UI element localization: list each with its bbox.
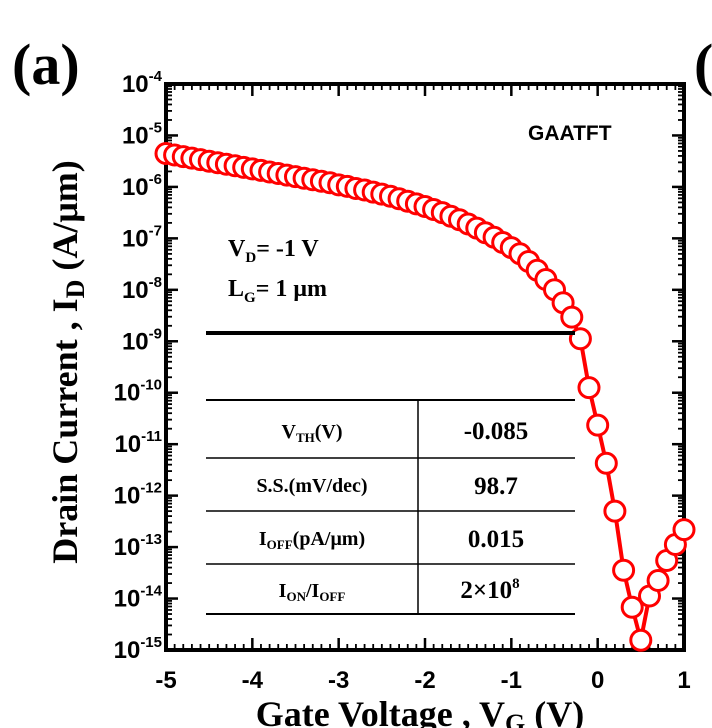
parameter-table: VTH(V) -0.085 S.S.(mV/dec) 98.7 IOFF(pA/…	[206, 331, 575, 615]
y-tick-label: 10-8	[122, 274, 162, 304]
data-point	[646, 569, 670, 592]
table-param-ss: S.S.(mV/dec)	[256, 475, 367, 497]
table-value-on-off: 2×108	[460, 576, 519, 604]
x-tick-label: -1	[501, 667, 522, 694]
x-tick-label: -5	[155, 667, 176, 694]
legend-mask	[296, 100, 556, 142]
x-tick-label: 0	[591, 667, 604, 694]
legend: GAATFT	[296, 100, 612, 145]
edge-fragment: (	[694, 32, 712, 97]
data-point	[612, 558, 636, 582]
y-tick-label: 10-10	[114, 377, 162, 407]
y-tick-label: 10-4	[122, 68, 163, 98]
lg-annotation: LG= 1 μm	[228, 276, 327, 306]
y-axis-title: Drain Current , ID (A/μm)	[45, 160, 90, 563]
x-axis-title: Gate Voltage , VG (V)	[256, 694, 585, 728]
x-tick-labels: -5 -4 -3 -2 -1 0 1	[155, 667, 690, 694]
y-tick-labels: 10-4 10-5 10-6 10-7 10-8 10-9 10-10 10-11 10-12 1…	[114, 68, 163, 664]
panel-label: (a)	[12, 32, 80, 97]
series-line	[165, 151, 686, 641]
y-tick-label: 10-14	[114, 583, 163, 613]
x-tick-label: -3	[328, 667, 349, 694]
y-tick-label: 10-12	[114, 480, 162, 510]
data-point	[672, 518, 696, 542]
x-tick-label: -2	[414, 667, 435, 694]
y-tick-label: 10-11	[114, 428, 162, 458]
data-points	[154, 142, 696, 652]
y-tick-label: 10-13	[114, 531, 162, 561]
data-point	[620, 595, 644, 619]
y-tick-label: 10-7	[122, 222, 162, 252]
y-tick-label: 10-6	[122, 171, 162, 201]
y-tick-label: 10-15	[114, 634, 162, 664]
data-point	[629, 628, 653, 652]
data-point	[603, 499, 627, 523]
y-tick-label: 10-9	[122, 325, 162, 355]
table-param-ioff: IOFF(pA/μm)	[259, 528, 365, 552]
data-point	[560, 305, 584, 329]
legend-label: GAATFT	[528, 122, 612, 145]
table-value-ioff: 0.015	[468, 526, 524, 553]
data-point	[568, 327, 592, 351]
conditions-annotation: VD= -1 V LG= 1 μm	[228, 236, 327, 306]
data-point	[577, 376, 601, 400]
table-value-vth: -0.085	[464, 418, 529, 445]
y-tick-label: 10-5	[122, 119, 162, 149]
x-tick-label: -4	[242, 667, 264, 694]
axis-ticks	[164, 82, 686, 652]
vd-annotation: VD= -1 V	[228, 236, 319, 266]
data-point	[586, 413, 610, 437]
data-point	[594, 451, 618, 475]
table-param-vth: VTH(V)	[281, 421, 342, 445]
table-param-on-off: ION/IOFF	[279, 580, 346, 604]
table-value-ss: 98.7	[474, 473, 518, 500]
x-tick-label: 1	[677, 667, 690, 694]
